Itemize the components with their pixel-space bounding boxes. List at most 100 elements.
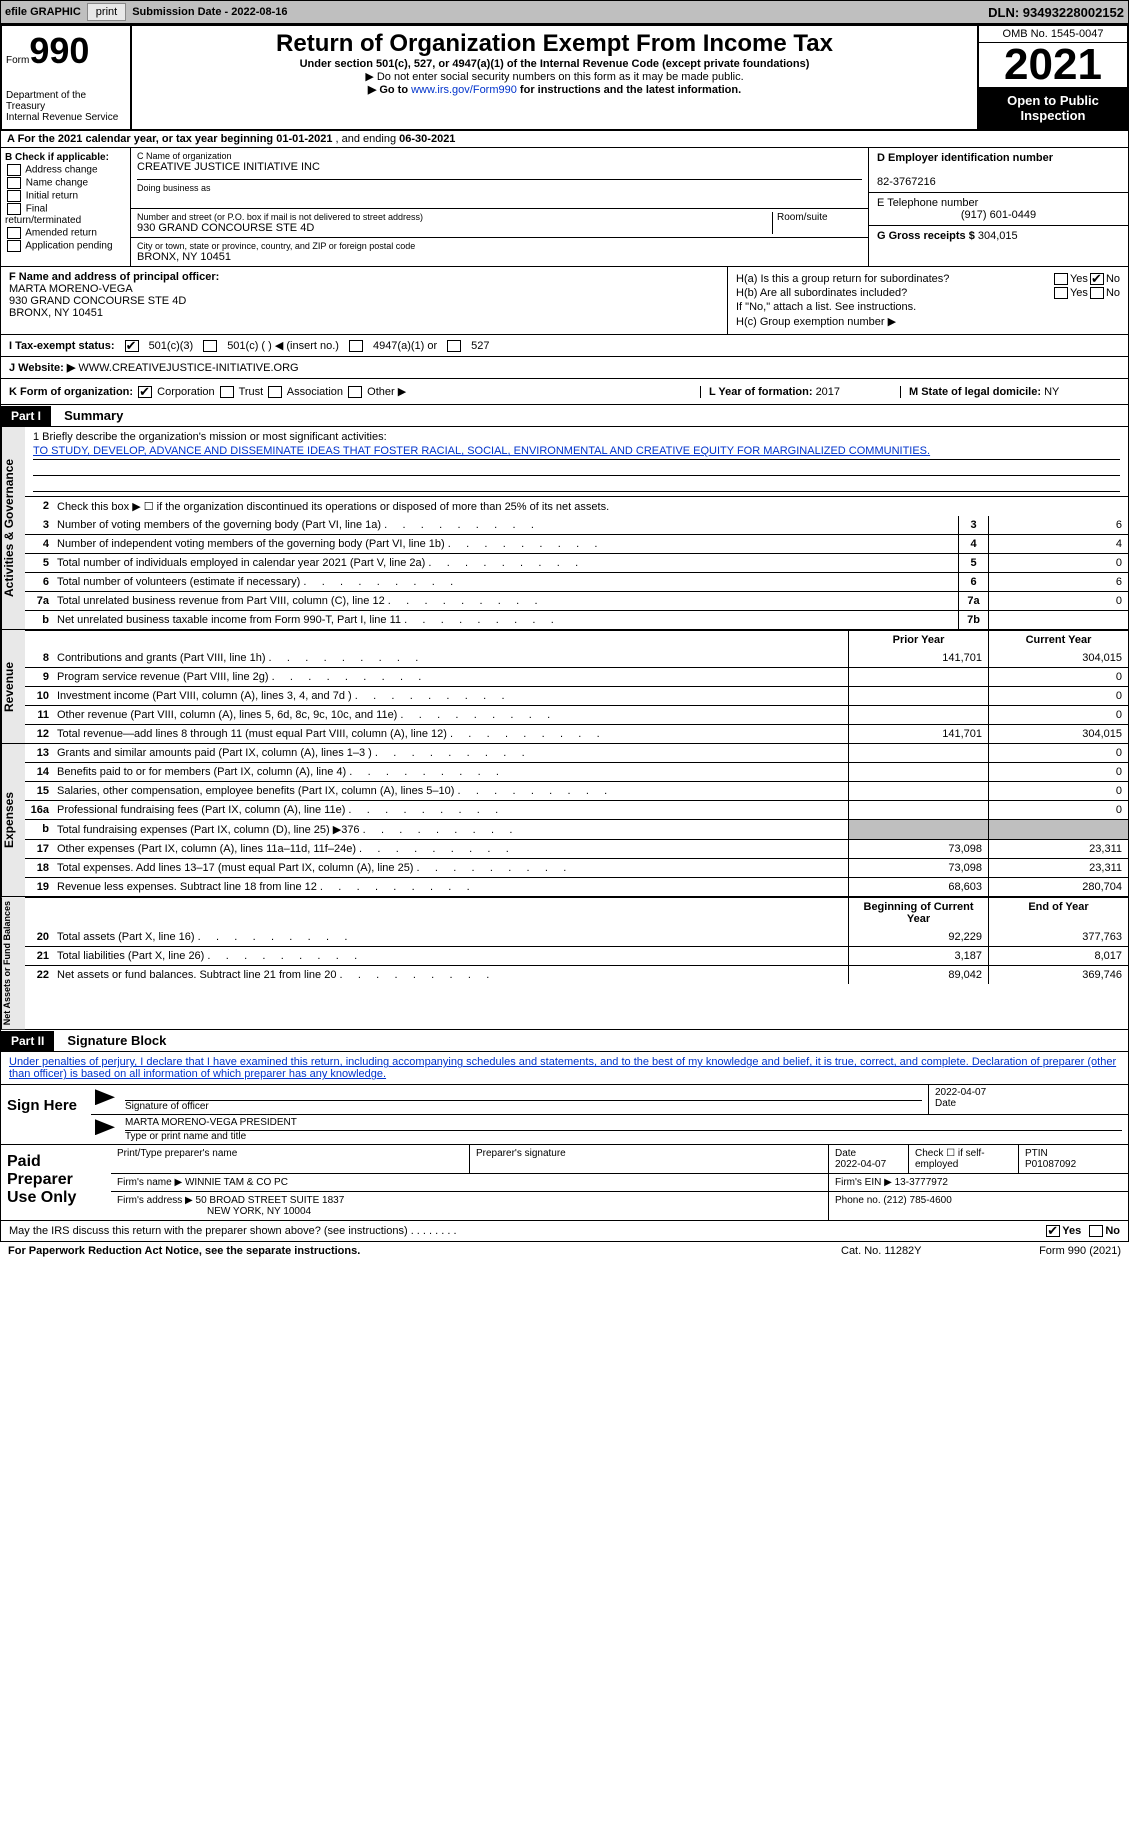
table-row: 15 Salaries, other compensation, employe… [25,781,1128,800]
ha-yes[interactable] [1054,273,1068,285]
f-label: F Name and address of principal officer: [9,271,219,283]
note-ssn: ▶ Do not enter social security numbers o… [140,70,969,83]
officer-print-name: MARTA MORENO-VEGA PRESIDENT [125,1117,1122,1131]
l-label: L Year of formation: [709,386,816,398]
top-bar: efile GRAPHIC print Submission Date - 20… [0,0,1129,24]
prep-name-label: Print/Type preparer's name [111,1145,469,1173]
chk-app-pending[interactable]: Application pending [5,240,126,252]
sig-date: 2022-04-07 [935,1087,1122,1098]
print-button[interactable]: print [87,3,126,21]
chk-4947[interactable] [349,340,363,352]
mission-blank1 [33,460,1120,476]
tab-activities: Activities & Governance [1,427,25,629]
table-row: 21 Total liabilities (Part X, line 26) 3… [25,946,1128,965]
chk-other[interactable] [348,386,362,398]
chk-address-change[interactable]: Address change [5,164,126,176]
table-row: b Net unrelated business taxable income … [25,610,1128,629]
hb-no[interactable] [1090,287,1104,299]
arrow-icon [95,1089,115,1105]
end-year-head: End of Year [988,898,1128,928]
hb-label: H(b) Are all subordinates included? [736,287,1052,299]
ha-no[interactable] [1090,273,1104,285]
sig-officer-label: Signature of officer [125,1101,922,1112]
form-990-footer: Form 990 (2021) [981,1245,1121,1257]
table-row: 18 Total expenses. Add lines 13–17 (must… [25,858,1128,877]
chk-501c3[interactable] [125,340,139,352]
chk-trust[interactable] [220,386,234,398]
ein-label: D Employer identification number [877,152,1053,164]
col-f: F Name and address of principal officer:… [1,267,728,334]
officer-name: MARTA MORENO-VEGA [9,283,133,295]
chk-name-change[interactable]: Name change [5,177,126,189]
signature-intro: Under penalties of perjury, I declare th… [0,1052,1129,1085]
table-row: 9 Program service revenue (Part VIII, li… [25,667,1128,686]
table-row: 8 Contributions and grants (Part VIII, l… [25,649,1128,667]
table-row: 20 Total assets (Part X, line 16) 92,229… [25,928,1128,946]
section-fh: F Name and address of principal officer:… [0,267,1129,335]
m-label: M State of legal domicile: [909,386,1044,398]
website: WWW.CREATIVEJUSTICE-INITIATIVE.ORG [78,362,298,374]
irs-label: Internal Revenue Service [6,112,126,123]
hb-note: If "No," attach a list. See instructions… [736,301,1120,313]
chk-527[interactable] [447,340,461,352]
street-address: 930 GRAND CONCOURSE STE 4D [137,222,772,234]
table-row: b Total fundraising expenses (Part IX, c… [25,819,1128,839]
section-bcd: B Check if applicable: Address change Na… [0,148,1129,267]
sign-here-block: Sign Here Signature of officer 2022-04-0… [0,1085,1129,1145]
dba-label: Doing business as [137,179,862,193]
table-row: 6 Total number of volunteers (estimate i… [25,572,1128,591]
chk-final-return[interactable]: Final return/terminated [5,203,126,226]
prep-sig-label: Preparer's signature [469,1145,828,1173]
form-subtitle: Under section 501(c), 527, or 4947(a)(1)… [140,58,969,70]
table-row: 14 Benefits paid to or for members (Part… [25,762,1128,781]
part2-bar: Part II Signature Block [0,1030,1129,1052]
chk-initial-return[interactable]: Initial return [5,190,126,202]
row-j: J Website: ▶ WWW.CREATIVEJUSTICE-INITIAT… [0,357,1129,379]
row-k: K Form of organization: Corporation Trus… [0,379,1129,405]
irs-link[interactable]: www.irs.gov/Form990 [411,84,517,96]
mission-blank2 [33,476,1120,492]
officer-addr: 930 GRAND CONCOURSE STE 4D [9,295,186,307]
firm-ein: 13-3777972 [895,1177,948,1188]
chk-corp[interactable] [138,386,152,398]
row-i: I Tax-exempt status: 501(c)(3) 501(c) ( … [0,335,1129,357]
sig-date-label: Date [935,1098,956,1109]
prior-year-head: Prior Year [848,631,988,649]
table-row: 12 Total revenue—add lines 8 through 11 … [25,724,1128,743]
firm-addr: 50 BROAD STREET SUITE 1837 [196,1195,345,1206]
b-label: B Check if applicable: [5,152,109,163]
discuss-no[interactable] [1089,1225,1103,1237]
table-row: 10 Investment income (Part VIII, column … [25,686,1128,705]
col-h: H(a) Is this a group return for subordin… [728,267,1128,334]
begin-year-head: Beginning of Current Year [848,898,988,928]
sign-here-label: Sign Here [1,1085,91,1144]
firm-name: WINNIE TAM & CO PC [185,1177,288,1188]
paid-preparer-block: Paid Preparer Use Only Print/Type prepar… [0,1145,1129,1221]
discuss-yes[interactable] [1046,1225,1060,1237]
table-row: 17 Other expenses (Part IX, column (A), … [25,839,1128,858]
chk-501c[interactable] [203,340,217,352]
i-label: I Tax-exempt status: [9,340,115,352]
part2-tag: Part II [1,1031,54,1051]
mission-text: TO STUDY, DEVELOP, ADVANCE AND DISSEMINA… [33,443,1120,460]
paid-preparer-label: Paid Preparer Use Only [1,1145,111,1220]
chk-assoc[interactable] [268,386,282,398]
ha-label: H(a) Is this a group return for subordin… [736,273,1052,285]
m-value: NY [1044,386,1059,398]
col-c: C Name of organization CREATIVE JUSTICE … [131,148,868,266]
cat-no: Cat. No. 11282Y [841,1245,981,1257]
ptin: P01087092 [1025,1159,1076,1170]
print-name-label: Type or print name and title [125,1131,1122,1142]
dln: DLN: 93493228002152 [988,5,1124,20]
paperwork-notice: For Paperwork Reduction Act Notice, see … [8,1245,841,1257]
discuss-row: May the IRS discuss this return with the… [0,1221,1129,1242]
hb-yes[interactable] [1054,287,1068,299]
dept-treasury: Department of the Treasury [6,90,126,112]
efile-label: efile GRAPHIC [5,6,81,18]
table-row: 19 Revenue less expenses. Subtract line … [25,877,1128,896]
mission-label: 1 Briefly describe the organization's mi… [33,431,1120,443]
row-a: A For the 2021 calendar year, or tax yea… [0,131,1129,148]
footer: For Paperwork Reduction Act Notice, see … [0,1242,1129,1260]
chk-amended[interactable]: Amended return [5,227,126,239]
part1-tag: Part I [1,406,51,426]
